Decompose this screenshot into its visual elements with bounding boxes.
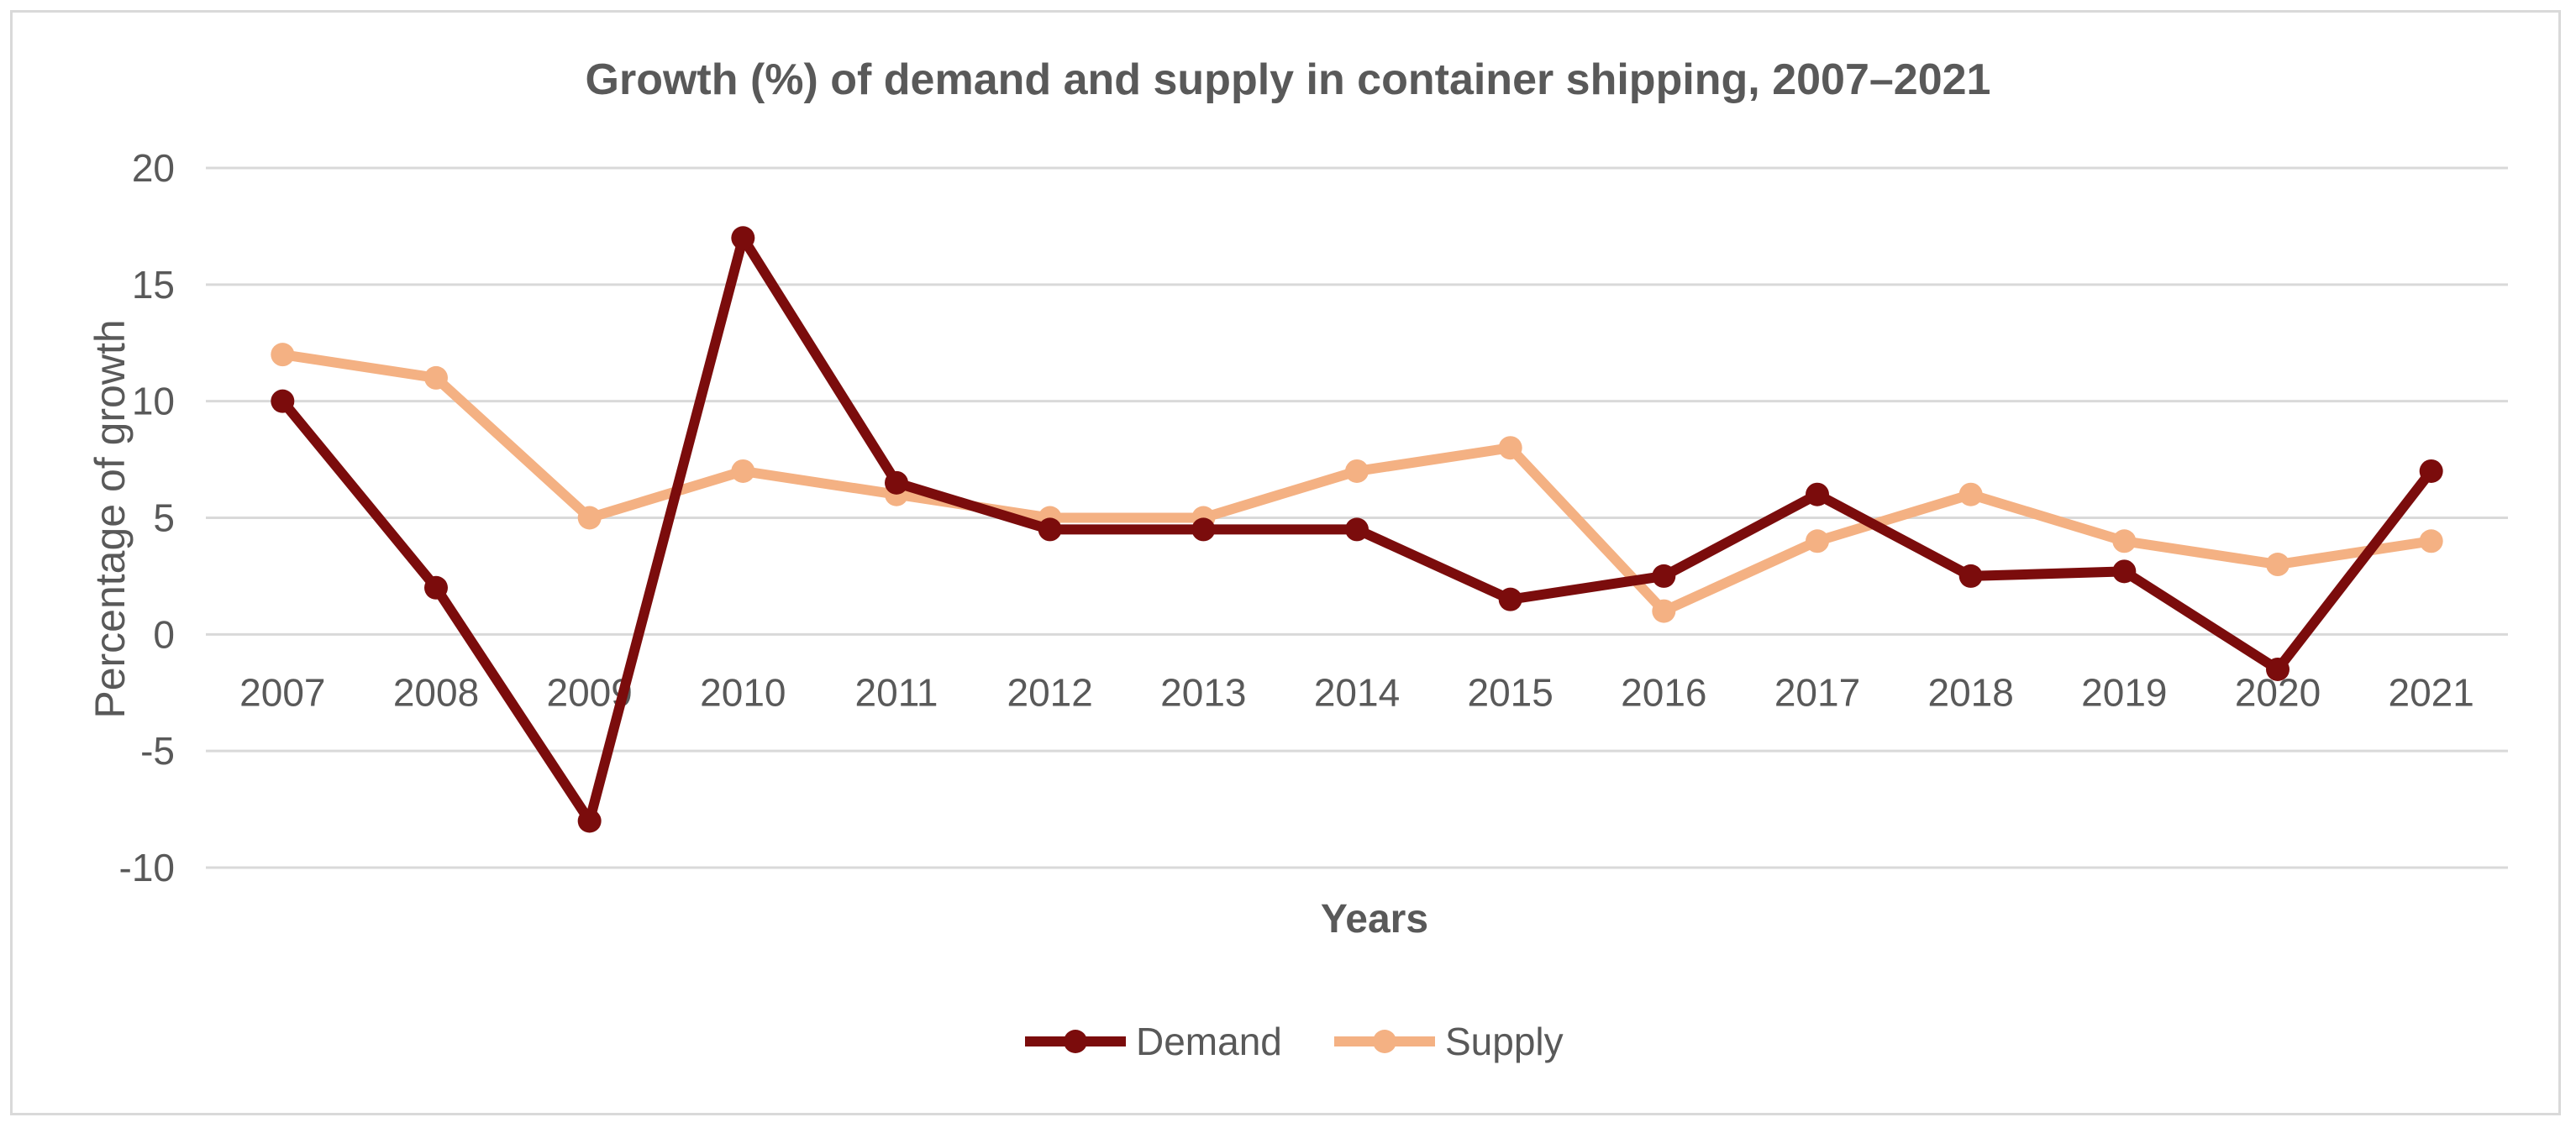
- x-axis-ticks: 2007 2008 2009 2010 2011 2012 2013 2014 2015 2016…: [239, 670, 2474, 714]
- chart-frame: [10, 10, 2561, 1115]
- legend-demand-label: Demand: [1136, 1020, 1282, 1063]
- y-tick-label: 10: [132, 380, 175, 423]
- supply-point: [1958, 482, 1983, 506]
- demand-point: [2419, 459, 2443, 483]
- supply-point: [2266, 553, 2289, 577]
- demand-point: [271, 389, 295, 413]
- supply-point: [2112, 529, 2137, 553]
- x-tick-label: 2008: [393, 670, 479, 714]
- supply-point: [1806, 529, 1829, 553]
- supply-point: [271, 343, 295, 367]
- demand-point: [2112, 559, 2137, 584]
- x-tick-label: 2013: [1160, 670, 1246, 714]
- x-tick-label: 2014: [1314, 670, 1400, 714]
- legend-supply-label: Supply: [1445, 1020, 1564, 1063]
- demand-point: [2266, 657, 2289, 681]
- supply-point: [1345, 459, 1369, 483]
- demand-point: [731, 226, 755, 250]
- legend: Demand Supply: [1025, 1020, 1564, 1063]
- demand-point: [1038, 517, 1062, 542]
- y-tick-label: 5: [153, 496, 175, 540]
- legend-supply-marker: [1373, 1030, 1396, 1053]
- x-tick-label: 2017: [1774, 670, 1860, 714]
- supply-point: [577, 506, 602, 530]
- supply-point: [1498, 436, 1522, 460]
- y-axis-ticks: 20 15 10 5 0 -5 -10: [119, 146, 175, 889]
- x-tick-label: 2016: [1621, 670, 1706, 714]
- demand-point: [1191, 517, 1216, 542]
- demand-point: [1652, 564, 1676, 588]
- y-tick-label: -10: [119, 846, 175, 889]
- x-tick-label: 2011: [855, 670, 938, 714]
- x-tick-label: 2012: [1007, 670, 1092, 714]
- supply-point: [731, 459, 755, 483]
- x-tick-label: 2015: [1467, 670, 1553, 714]
- y-tick-label: 20: [132, 146, 175, 190]
- demand-point: [1806, 482, 1829, 506]
- x-tick-label: 2021: [2388, 670, 2473, 714]
- x-tick-label: 2007: [239, 670, 325, 714]
- x-tick-label: 2019: [2081, 670, 2167, 714]
- y-tick-label: 15: [132, 263, 175, 307]
- demand-point: [424, 575, 448, 600]
- legend-demand-marker: [1064, 1030, 1087, 1053]
- supply-point: [1652, 599, 1676, 623]
- supply-point: [2419, 529, 2443, 553]
- x-tick-label: 2018: [1927, 670, 2013, 714]
- y-tick-label: 0: [153, 612, 175, 656]
- gridlines: [206, 166, 2508, 869]
- series-group: [271, 226, 2443, 833]
- demand-point: [1345, 517, 1369, 542]
- demand-point: [885, 470, 908, 495]
- demand-point: [577, 809, 602, 833]
- demand-point: [1498, 587, 1522, 611]
- y-axis-title: Percentage of growth: [87, 319, 134, 718]
- x-axis-title: Years: [1321, 897, 1428, 942]
- demand-point: [1958, 564, 1983, 588]
- supply-point: [424, 365, 448, 390]
- x-tick-label: 2010: [700, 670, 786, 714]
- chart-title: Growth (%) of demand and supply in conta…: [586, 55, 1991, 104]
- y-tick-label: -5: [140, 729, 175, 773]
